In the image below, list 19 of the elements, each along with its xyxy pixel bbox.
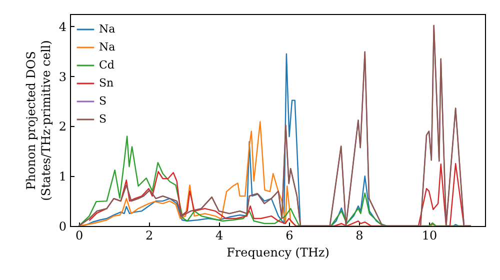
- legend-label: Cd: [99, 58, 114, 72]
- y-tick-label: 4: [58, 20, 67, 34]
- legend-label: S: [99, 94, 107, 108]
- x-tick-label: 4: [216, 228, 224, 242]
- x-tick-label: 0: [75, 228, 84, 242]
- y-tick-label: 3: [58, 70, 66, 84]
- y-axis-title: Phonon projected DOS (States/THz·primitive cell): [24, 40, 53, 201]
- y-tick-label: 1: [58, 170, 66, 184]
- legend-label: Na: [99, 22, 116, 36]
- legend-label: Na: [99, 40, 116, 54]
- x-tick-label: 2: [145, 228, 154, 242]
- legend-label: S: [99, 112, 107, 126]
- x-tick-label: 8: [356, 228, 364, 242]
- y-tick-label: 0: [58, 220, 66, 234]
- x-tick-label: 6: [286, 228, 294, 242]
- legend-label: Sn: [99, 76, 114, 90]
- x-axis-title: Frequency (THz): [226, 246, 330, 260]
- y-tick-label: 2: [58, 120, 66, 134]
- x-tick-label: 10: [422, 228, 438, 242]
